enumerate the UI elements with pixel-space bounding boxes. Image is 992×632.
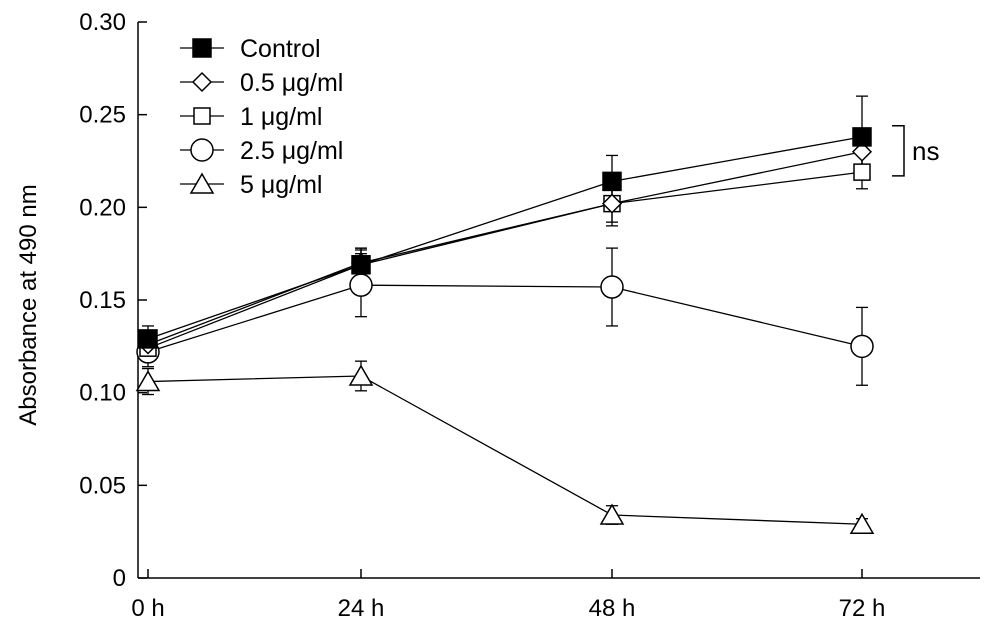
x-tick-label: 24 h — [338, 595, 385, 622]
legend-marker — [189, 172, 215, 194]
x-tick-label: 72 h — [839, 595, 886, 622]
y-tick-label: 0.05 — [79, 472, 126, 499]
y-ticks: 0 0.05 0.10 0.15 0.20 0.25 0.30 — [79, 9, 147, 592]
x-ticks: 0 h 24 h 48 h 72 h — [131, 569, 885, 622]
legend-marker — [192, 38, 212, 58]
series-2-line — [147, 171, 863, 349]
x-tick-label: 0 h — [131, 595, 164, 622]
legend-label: 2.5 μg/ml — [240, 137, 343, 165]
y-tick-label: 0.10 — [79, 380, 126, 407]
series-3-point — [600, 275, 624, 299]
legend-marker — [191, 71, 213, 93]
series-0-point — [138, 329, 158, 349]
series-1-point — [601, 193, 623, 214]
series-1-point — [851, 141, 873, 162]
data-markers — [135, 127, 875, 535]
legend-label: 1 μg/ml — [240, 103, 322, 131]
series-0-line — [147, 136, 863, 340]
y-tick-label: 0 — [113, 565, 126, 592]
series-4-point — [135, 370, 161, 392]
y-tick-label: 0.25 — [79, 102, 126, 129]
legend: Control 0.5 μg/ml 1 μg/ml 2.5 μg/ml 5 μg/ml — [180, 35, 343, 199]
y-axis-title: Absorbance at 490 nm — [15, 184, 42, 426]
series-lines — [147, 136, 863, 525]
legend-label: 5 μg/ml — [240, 171, 322, 199]
y-tick-label: 0.15 — [79, 287, 126, 314]
series-4-point — [599, 503, 625, 525]
y-tick-label: 0.30 — [79, 9, 126, 36]
legend-marker — [190, 138, 214, 162]
series-0-point — [602, 171, 622, 192]
legend-label: Control — [240, 35, 321, 63]
series-0-point — [852, 127, 872, 147]
series-2-point — [853, 163, 871, 181]
series-0-point — [351, 255, 371, 275]
ns-bracket — [892, 125, 905, 177]
series-3-point — [349, 273, 373, 297]
x-tick-label: 48 h — [589, 595, 636, 622]
significance-annotation: ns — [892, 125, 939, 177]
series-3-line — [147, 284, 863, 353]
legend-label: 0.5 μg/ml — [240, 69, 343, 97]
y-tick-label: 0.20 — [79, 194, 126, 221]
series-4-line — [147, 375, 863, 525]
ns-label: ns — [912, 136, 939, 166]
series-4-point — [348, 364, 374, 386]
series-4-point — [849, 512, 875, 535]
legend-marker — [193, 107, 211, 125]
series-3-point — [850, 334, 874, 359]
series-1-line — [147, 151, 863, 346]
